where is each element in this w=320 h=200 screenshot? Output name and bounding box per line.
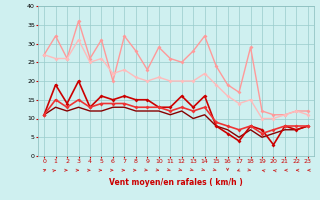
X-axis label: Vent moyen/en rafales ( km/h ): Vent moyen/en rafales ( km/h ) bbox=[109, 178, 243, 187]
